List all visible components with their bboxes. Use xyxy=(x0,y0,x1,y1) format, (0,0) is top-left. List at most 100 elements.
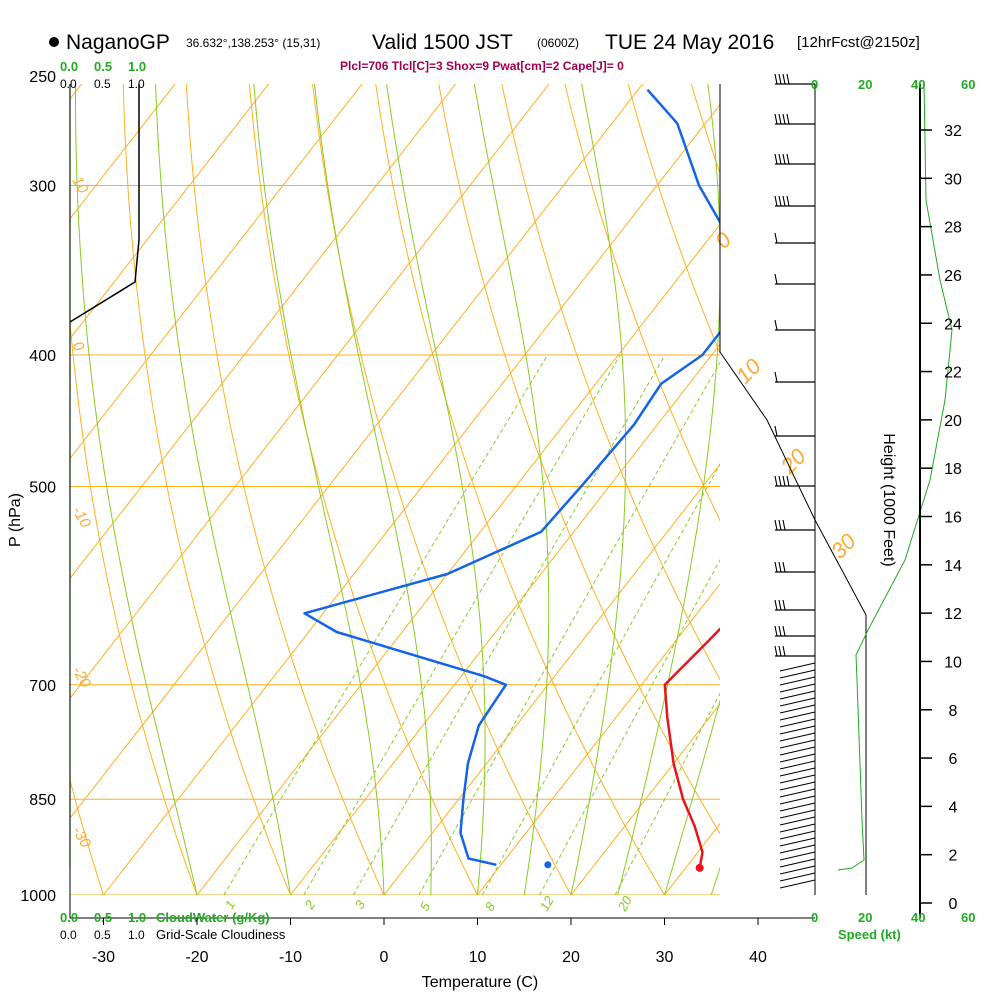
wind-barb-icon xyxy=(779,858,816,868)
height-tick-0: 0 xyxy=(949,896,958,913)
cw-top-tick-2: 1.0 xyxy=(128,59,146,74)
wind-barb-icon xyxy=(779,837,816,847)
temperature-tick--30: -30 xyxy=(92,949,115,966)
dry-adiabat-line xyxy=(312,84,572,895)
pressure-tick-400: 400 xyxy=(29,348,56,365)
height-tick-16: 16 xyxy=(944,510,962,527)
height-tick-30: 30 xyxy=(944,171,962,188)
wind-barb-icon xyxy=(779,844,816,854)
temperature-tick-0: 0 xyxy=(380,949,389,966)
wind-barb-flag xyxy=(774,519,778,531)
wind-barb-flag xyxy=(778,153,782,165)
cloudiness-axis-label: Grid-Scale Cloudiness xyxy=(156,927,286,942)
speed-top-tick-3: 60 xyxy=(961,77,975,92)
isotherm-label: 0 xyxy=(710,227,737,254)
wind-barb-flag xyxy=(774,625,778,637)
wind-barb-flag xyxy=(774,113,778,125)
wind-barb-icon xyxy=(779,865,816,875)
height-tick-32: 32 xyxy=(944,123,962,140)
dry-adiabat-line xyxy=(0,78,10,895)
wind-barb-icon xyxy=(779,795,816,805)
temperature-line xyxy=(663,627,720,869)
dry-adiabat-label: -30 xyxy=(69,824,95,852)
wind-barb-icon xyxy=(779,669,816,679)
cw-top-tick-0: 0.0 xyxy=(60,59,78,74)
height-tick-2: 2 xyxy=(949,848,958,865)
mixing-ratio-label: 2 xyxy=(301,897,318,912)
mixing-ratio-label: 20 xyxy=(614,893,635,915)
wind-barb-icon xyxy=(779,879,816,889)
wind-barb-icon xyxy=(779,697,816,707)
station-coords: 36.632°,138.253° (15,31) xyxy=(186,36,320,50)
pressure-tick-850: 850 xyxy=(29,792,56,809)
wind-barb-icon xyxy=(779,774,816,784)
forecast-info: [12hrFcst@2150z] xyxy=(797,34,920,51)
wind-barb-icon xyxy=(779,676,816,686)
temperature-tick-10: 10 xyxy=(469,949,487,966)
pressure-tick-1000: 1000 xyxy=(20,888,56,905)
isotherm-line xyxy=(103,103,720,895)
mixing-ratio-line xyxy=(223,354,549,895)
dry-adiabat-label: 10 xyxy=(69,174,92,198)
dry-adiabat-line xyxy=(501,84,720,681)
mixing-ratio-line xyxy=(352,354,666,895)
wind-barb-icon xyxy=(779,823,816,833)
cl-bottom-tick-1: 0.5 xyxy=(94,928,111,942)
wind-barb-icon xyxy=(779,802,816,812)
mixing-ratio-label: 3 xyxy=(352,897,369,911)
wind-barb-flag xyxy=(786,73,790,85)
mixing-ratio-label: 8 xyxy=(482,899,499,913)
dry-adiabat-line xyxy=(627,84,720,355)
height-axis-label: Height (1000 Feet) xyxy=(880,433,897,566)
height-tick-22: 22 xyxy=(944,365,962,382)
isotherm-line xyxy=(70,84,550,700)
isotherm-line xyxy=(383,463,720,895)
mixing-ratio-line xyxy=(303,354,621,895)
dewpoint-line xyxy=(303,88,720,867)
mixing-ratio-line xyxy=(539,559,720,895)
wind-barb-icon xyxy=(779,732,816,742)
x-axis-label: Temperature (C) xyxy=(422,974,538,991)
wind-barb-flag xyxy=(786,153,790,165)
height-tick-14: 14 xyxy=(944,558,962,575)
isotherm-line xyxy=(290,343,720,895)
moist-adiabat-line xyxy=(313,84,432,895)
pressure-tick-500: 500 xyxy=(29,480,56,497)
wind-barb-icon xyxy=(779,851,816,861)
height-tick-20: 20 xyxy=(944,413,962,430)
profiles xyxy=(303,88,720,872)
wind-barb-flag xyxy=(786,113,790,125)
height-tick-26: 26 xyxy=(944,268,962,285)
speed-bottom-tick-1: 20 xyxy=(858,910,872,925)
dry-adiabat-line xyxy=(70,778,104,895)
mixing-ratio-line xyxy=(418,361,720,895)
wind-barb-flag xyxy=(774,645,778,657)
speed-top-tick-2: 40 xyxy=(911,77,925,92)
height-tick-12: 12 xyxy=(944,606,962,623)
wind-barb-icon xyxy=(779,683,816,693)
dry-adiabat-label: -10 xyxy=(69,504,95,532)
wind-barb-flag xyxy=(778,599,782,611)
moist-adiabat-line xyxy=(253,84,385,895)
mixing-ratio-line xyxy=(481,463,720,895)
speed-top-tick-1: 20 xyxy=(858,77,872,92)
mixing-ratio-line xyxy=(614,692,720,895)
moist-adiabat-line xyxy=(664,699,720,895)
wind-barb-icon xyxy=(779,872,816,882)
height-tick-6: 6 xyxy=(949,751,958,768)
wind-barb-flag xyxy=(786,475,790,487)
cw-top-tick-1: 0.5 xyxy=(94,59,112,74)
wind-barb-icon xyxy=(779,767,816,777)
wind-barb-flag xyxy=(778,625,782,637)
wind-barb-icon xyxy=(779,809,816,819)
dry-adiabat-line xyxy=(815,78,1000,895)
isotherm-line xyxy=(70,84,457,580)
sounding-params: Plcl=706 Tlcl[C]=3 Shox=9 Pwat[cm]=2 Cap… xyxy=(340,59,624,73)
wind-barb-icon xyxy=(779,662,816,672)
wind-barb-icon xyxy=(779,711,816,721)
wind-barb-flag xyxy=(774,371,778,383)
wind-barb-flag xyxy=(774,273,778,285)
wind-barb-flag xyxy=(782,625,786,637)
